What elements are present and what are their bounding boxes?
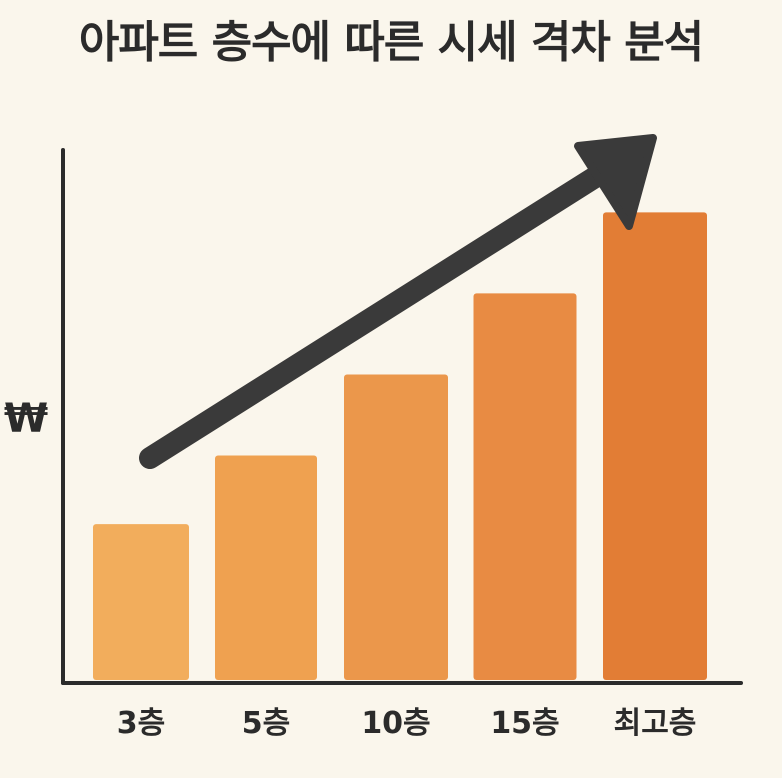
chart-title: 아파트 층수에 따른 시세 격차 분석 (78, 17, 704, 68)
bar-4 (473, 293, 577, 680)
x-tick-label-2: 5층 (242, 706, 290, 741)
y-axis-label-won: ₩ (4, 396, 48, 442)
bars-layer (93, 212, 707, 680)
x-tick-label-5: 최고층 (614, 706, 697, 741)
bar-1 (93, 524, 189, 680)
bar-5 (603, 212, 707, 680)
trend-arrow-icon (139, 134, 657, 469)
x-tick-label-3: 10층 (361, 706, 430, 741)
x-tick-label-4: 15층 (490, 706, 559, 741)
x-tick-label-1: 3층 (117, 706, 165, 741)
x-tick-labels: 3층 5층 10층 15층 최고층 (117, 706, 697, 741)
bar-3 (344, 374, 448, 680)
bar-2 (215, 455, 317, 680)
